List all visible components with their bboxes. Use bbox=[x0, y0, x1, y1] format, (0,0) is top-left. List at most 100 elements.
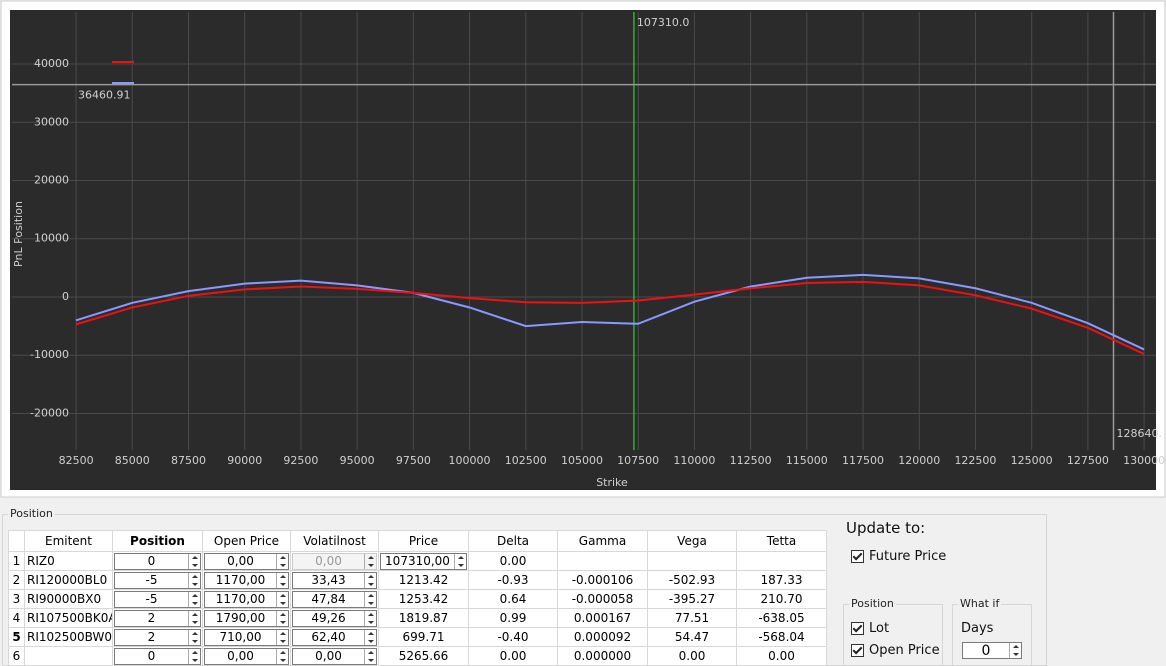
spin-box[interactable]: 2 bbox=[114, 609, 201, 627]
spin-box[interactable]: 107310,00 bbox=[380, 552, 467, 570]
cell-value[interactable]: 0 bbox=[147, 554, 156, 568]
y-tick-label: 0 bbox=[62, 290, 69, 303]
table-row[interactable]: 1 RIZ0 0 0,00 0,00 107310,00 0.00 bbox=[8, 551, 827, 571]
cell-value[interactable]: 107310,00 bbox=[385, 554, 450, 568]
column-header: Vega bbox=[647, 530, 737, 552]
table-row[interactable]: 4 RI107500BK0A 2 1790,00 49,26 1819.87 0.99 0.0… bbox=[8, 608, 827, 628]
spin-box[interactable]: 1170,00 bbox=[204, 590, 289, 608]
spin-box[interactable]: 0 bbox=[114, 552, 201, 570]
cell-value[interactable]: 0,00 bbox=[315, 649, 342, 663]
table-cell: 0,00 bbox=[202, 646, 291, 666]
table-cell: 710,00 bbox=[202, 627, 291, 647]
series-line bbox=[75, 280, 1145, 355]
cell-value[interactable]: 1170,00 bbox=[215, 573, 266, 587]
spinner[interactable] bbox=[276, 572, 288, 588]
x-tick-label: 82500 bbox=[59, 454, 94, 467]
column-header bbox=[8, 530, 25, 552]
cell-value[interactable]: 710,00 bbox=[219, 630, 262, 644]
spinner[interactable] bbox=[364, 553, 376, 569]
days-label: Days bbox=[961, 621, 994, 636]
days-value[interactable]: 0 bbox=[981, 642, 991, 659]
x-tick-label: 125000 bbox=[1011, 454, 1053, 467]
cell-value[interactable]: 49,26 bbox=[311, 611, 346, 625]
cell-value[interactable]: 0 bbox=[147, 649, 156, 663]
table-row[interactable]: 5 RI102500BW0A 2 710,00 62,40 699.71 -0.40 0.00… bbox=[8, 627, 827, 647]
future-price-label[interactable]: Future Price bbox=[869, 549, 947, 564]
x-tick-label: 110000 bbox=[673, 454, 715, 467]
table-cell bbox=[736, 551, 827, 571]
spinner[interactable] bbox=[276, 553, 288, 569]
spinner[interactable] bbox=[364, 591, 376, 607]
spin-box[interactable]: 0,00 bbox=[204, 647, 289, 665]
spin-box[interactable]: 0,00 bbox=[292, 552, 377, 570]
spinner[interactable] bbox=[188, 553, 200, 569]
cell-value[interactable]: 1790,00 bbox=[215, 611, 266, 625]
lot-checkbox[interactable] bbox=[851, 622, 864, 635]
table-row[interactable]: 3 RI90000BX0 -5 1170,00 47,84 1253.42 0.64 -0.0… bbox=[8, 589, 827, 609]
spinner[interactable] bbox=[364, 648, 376, 664]
spinner[interactable] bbox=[364, 572, 376, 588]
cell-value[interactable]: -5 bbox=[145, 573, 158, 587]
spinner[interactable] bbox=[188, 648, 200, 664]
cell-value[interactable]: 33,43 bbox=[311, 573, 346, 587]
row-header: 1 bbox=[8, 551, 25, 571]
table-row[interactable]: 2 RI120000BL0 -5 1170,00 33,43 1213.42 -0.93 -0… bbox=[8, 570, 827, 590]
spin-box[interactable]: 1170,00 bbox=[204, 571, 289, 589]
spinner[interactable] bbox=[276, 610, 288, 626]
lot-label[interactable]: Lot bbox=[869, 621, 890, 636]
spinner[interactable] bbox=[188, 610, 200, 626]
table-cell: 187.33 bbox=[736, 570, 827, 590]
future-price-checkbox[interactable] bbox=[851, 550, 864, 563]
spinner[interactable] bbox=[364, 629, 376, 645]
cell-value[interactable]: 62,40 bbox=[311, 630, 346, 644]
cell-value[interactable]: 0,00 bbox=[227, 649, 254, 663]
spinner[interactable] bbox=[188, 629, 200, 645]
spin-box[interactable]: -5 bbox=[114, 590, 201, 608]
spin-box[interactable]: 0 bbox=[114, 647, 201, 665]
spinner[interactable] bbox=[364, 610, 376, 626]
spin-box[interactable]: 1790,00 bbox=[204, 609, 289, 627]
x-tick-label: 105000 bbox=[561, 454, 603, 467]
chart: Strike PnL Position -20000 -10000 0 10000 20… bbox=[0, 0, 1166, 498]
cell-value[interactable]: 0,00 bbox=[315, 554, 342, 568]
spinner[interactable] bbox=[276, 591, 288, 607]
spin-box[interactable]: 62,40 bbox=[292, 628, 377, 646]
cell-value[interactable]: 1170,00 bbox=[215, 592, 266, 606]
table-cell: 62,40 bbox=[290, 627, 379, 647]
cell-value[interactable]: 2 bbox=[147, 611, 156, 625]
table-cell: -0.000058 bbox=[557, 589, 648, 609]
table-cell: 1790,00 bbox=[202, 608, 291, 628]
table-cell: 0,00 bbox=[290, 646, 379, 666]
spin-box[interactable]: 47,84 bbox=[292, 590, 377, 608]
open-price-checkbox[interactable] bbox=[851, 644, 864, 657]
cell-value[interactable]: 0,00 bbox=[227, 554, 254, 568]
spin-box[interactable]: 0,00 bbox=[204, 552, 289, 570]
spinner[interactable] bbox=[276, 648, 288, 664]
spin-box[interactable]: -5 bbox=[114, 571, 201, 589]
group-title: What if bbox=[958, 597, 1002, 610]
spinner[interactable] bbox=[454, 553, 466, 569]
cell-value[interactable]: 2 bbox=[147, 630, 156, 644]
table-cell: -0.000106 bbox=[557, 570, 648, 590]
table-row[interactable]: 6 0 0,00 0,00 5265.66 0.00 0.000000 0.00 0.00 bbox=[8, 646, 827, 666]
spin-box[interactable]: 33,43 bbox=[292, 571, 377, 589]
spin-box[interactable]: 0,00 bbox=[292, 647, 377, 665]
position-table: Emitent Position Open Price Volatilnost Pric… bbox=[8, 530, 827, 666]
table-cell: 1170,00 bbox=[202, 570, 291, 590]
column-header: Gamma bbox=[557, 530, 648, 552]
open-price-label[interactable]: Open Price bbox=[869, 643, 940, 658]
spinner[interactable] bbox=[188, 572, 200, 588]
spinner[interactable] bbox=[1009, 643, 1021, 658]
days-input[interactable]: 0 bbox=[962, 642, 1022, 659]
column-header: Tetta bbox=[736, 530, 827, 552]
spin-box[interactable]: 2 bbox=[114, 628, 201, 646]
cell-value[interactable]: -5 bbox=[145, 592, 158, 606]
y-tick-label: 30000 bbox=[34, 115, 69, 128]
table-cell: 54.47 bbox=[647, 627, 737, 647]
spinner[interactable] bbox=[188, 591, 200, 607]
spin-box[interactable]: 49,26 bbox=[292, 609, 377, 627]
cell-value[interactable]: 47,84 bbox=[311, 592, 346, 606]
spin-box[interactable]: 710,00 bbox=[204, 628, 289, 646]
spinner[interactable] bbox=[276, 629, 288, 645]
y-tick-label: 40000 bbox=[34, 57, 69, 70]
